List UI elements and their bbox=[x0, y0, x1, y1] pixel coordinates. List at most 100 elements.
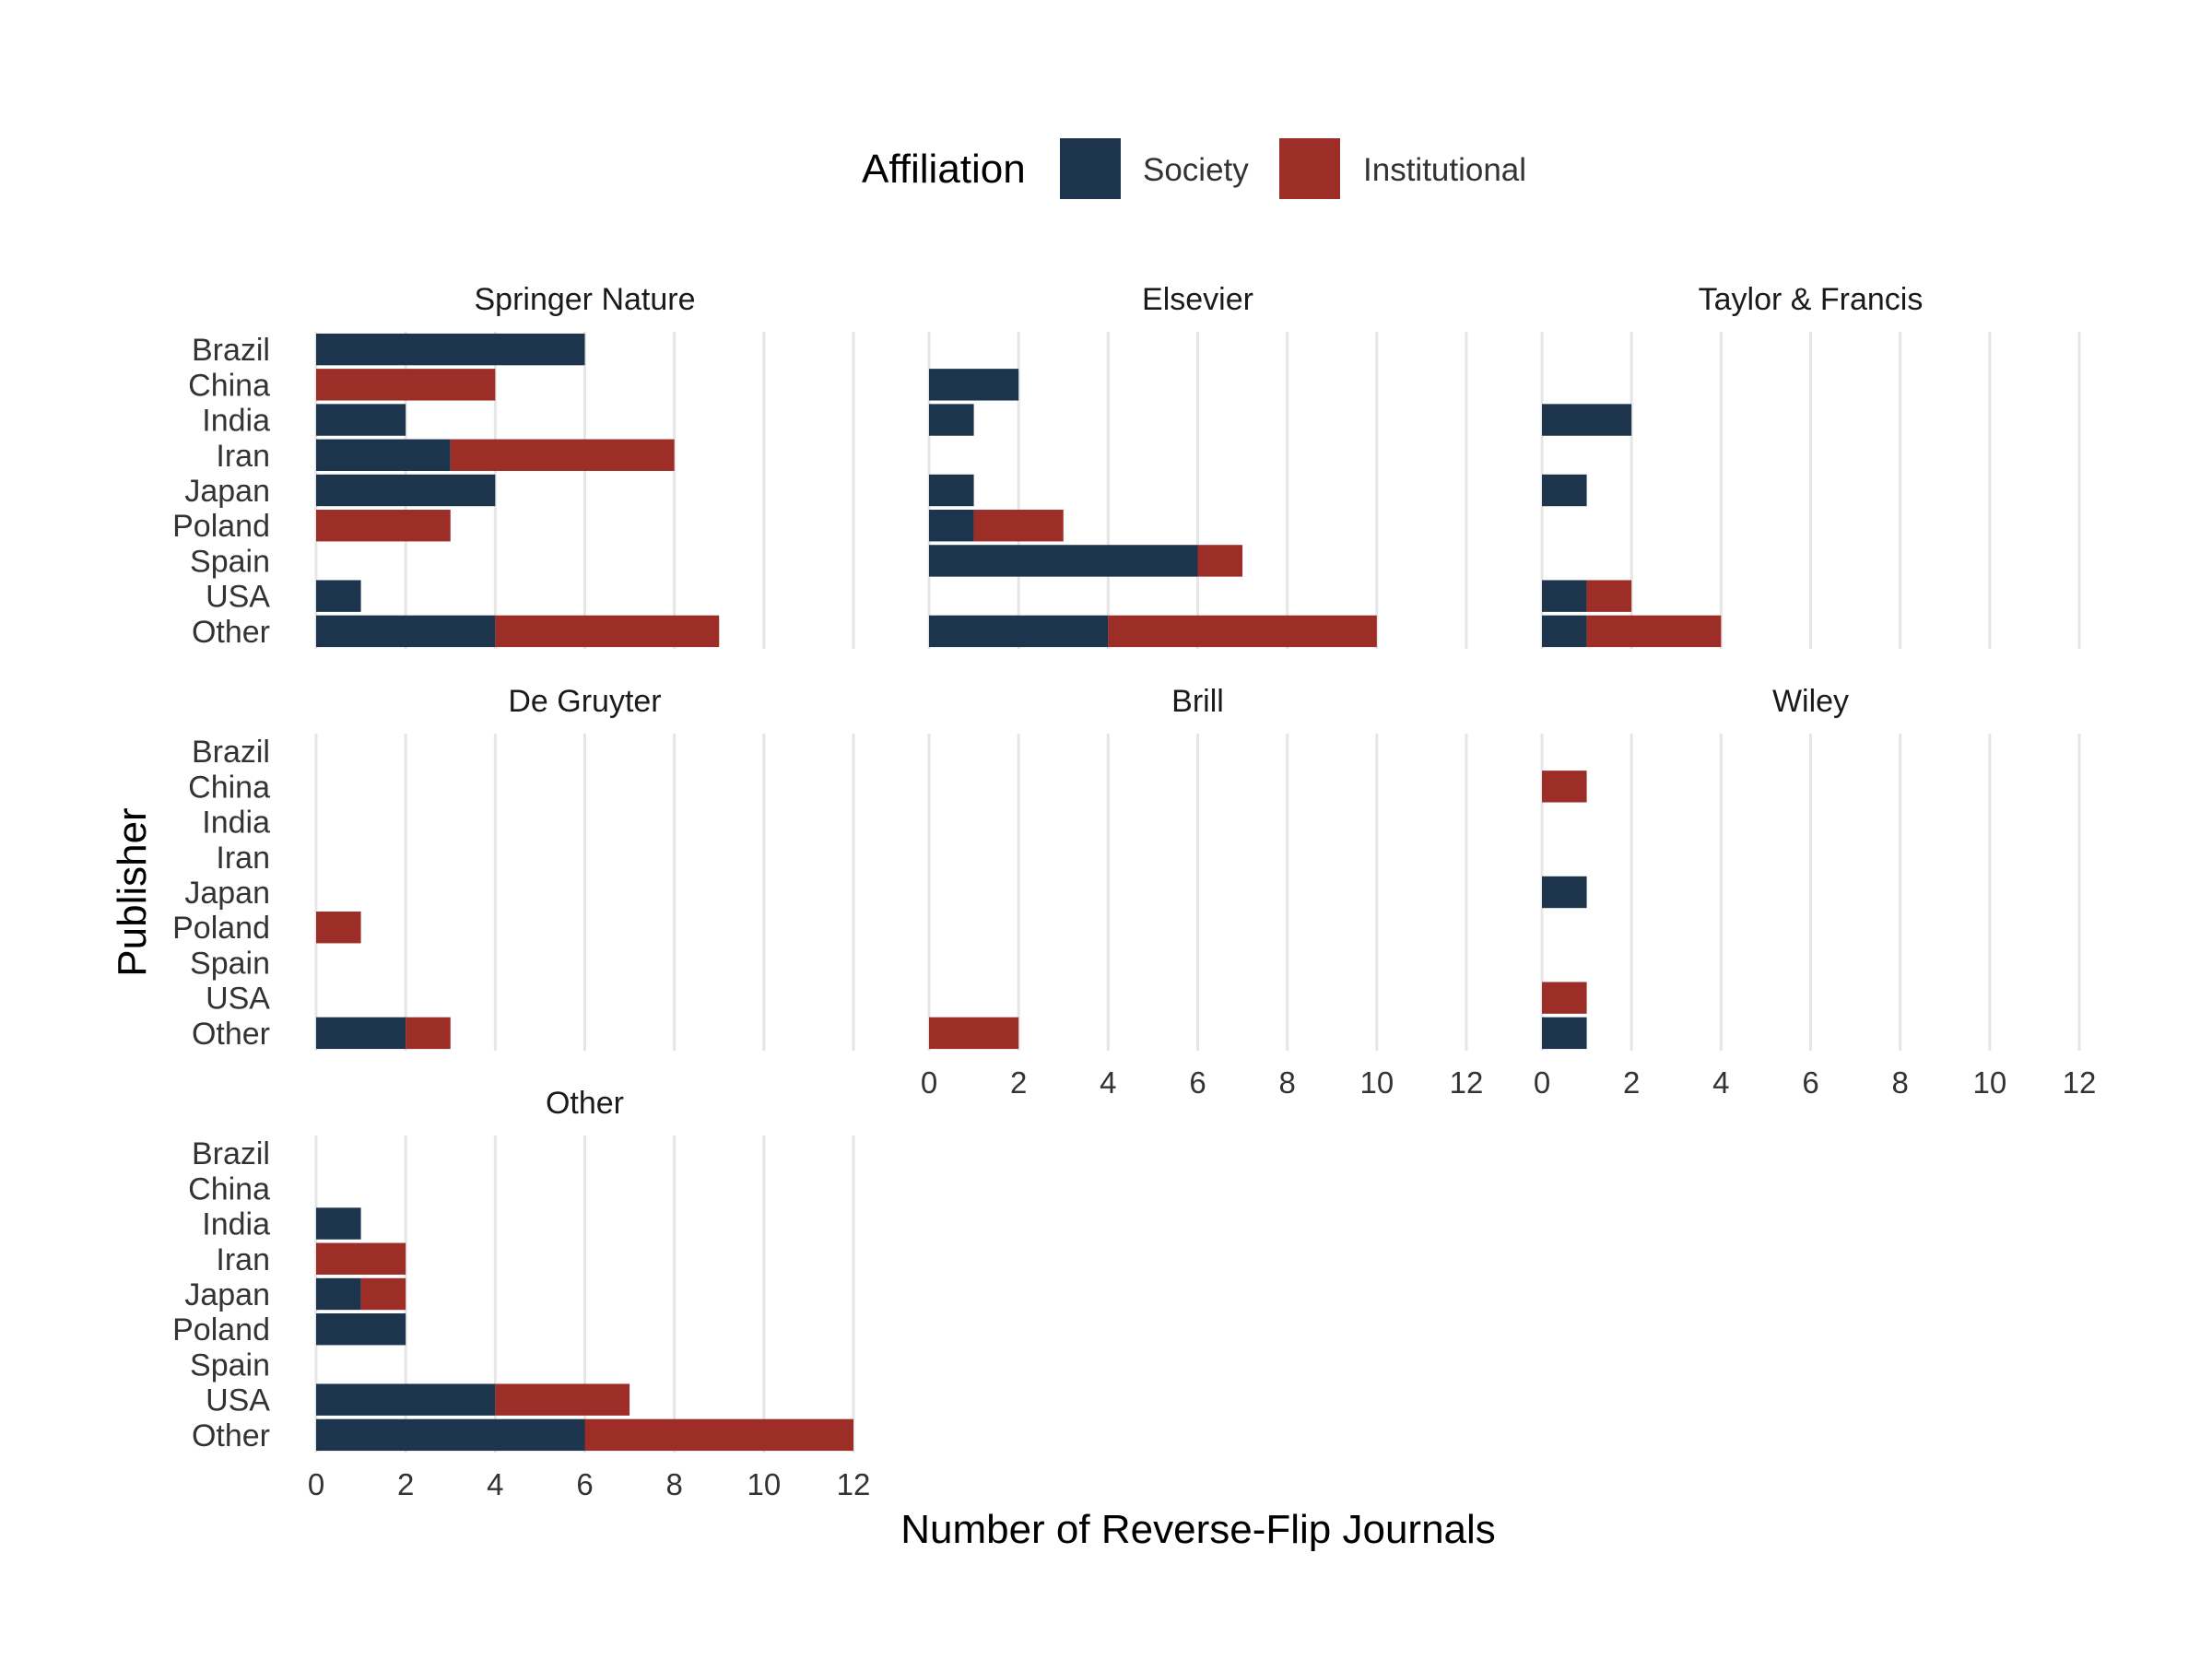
bar-institutional bbox=[1542, 982, 1587, 1014]
bar-society bbox=[1542, 1017, 1587, 1050]
bar-society bbox=[316, 1313, 406, 1346]
x-tick-label: 4 bbox=[1100, 1065, 1116, 1100]
legend-title: Affiliation bbox=[862, 147, 1026, 192]
category-label: Poland bbox=[172, 1312, 270, 1347]
panels: Springer NatureBrazilChinaIndiaIranJapan… bbox=[172, 282, 2096, 1501]
y-axis-title: Publisher bbox=[110, 807, 155, 976]
bar-society bbox=[316, 1017, 406, 1050]
x-tick-label: 0 bbox=[1534, 1065, 1550, 1100]
bar-society bbox=[929, 474, 974, 507]
bar-society bbox=[316, 474, 496, 507]
category-label: Other bbox=[192, 1017, 270, 1052]
x-tick-label: 2 bbox=[397, 1467, 414, 1501]
bar-society bbox=[316, 404, 406, 436]
panel-other: Other BrazilChinaIndiaIranJapanPolandSpai… bbox=[172, 1086, 870, 1501]
x-tick-label: 10 bbox=[747, 1467, 781, 1501]
bar-society bbox=[316, 1277, 361, 1311]
legend-key-society bbox=[1060, 138, 1121, 199]
bar-institutional bbox=[584, 1418, 853, 1452]
bar-institutional bbox=[406, 1017, 451, 1050]
bar-society bbox=[929, 545, 1198, 577]
category-label: Spain bbox=[190, 1347, 270, 1382]
category-label: China bbox=[188, 368, 270, 403]
category-label: China bbox=[188, 770, 270, 805]
panel-taylor-francis: Taylor & Francis bbox=[1540, 282, 2081, 649]
panel-title: Elsevier bbox=[1142, 282, 1253, 317]
panel-de-gruyter: De Gruyter BrazilChinaIndiaIranJapanPolan… bbox=[172, 684, 855, 1052]
legend: Affiliation Society Institutional bbox=[862, 138, 1526, 199]
x-tick-label: 8 bbox=[665, 1467, 682, 1501]
x-tick-label: 8 bbox=[1891, 1065, 1908, 1100]
category-label: USA bbox=[206, 1383, 270, 1418]
bar-society bbox=[1542, 404, 1632, 436]
category-label: USA bbox=[206, 982, 270, 1017]
category-label: Poland bbox=[172, 911, 270, 946]
bar-institutional bbox=[316, 1242, 406, 1275]
category-label: India bbox=[202, 806, 270, 841]
legend-key-institutional bbox=[1279, 138, 1340, 199]
panel-elsevier: Elsevier bbox=[927, 282, 1468, 649]
category-label: Iran bbox=[216, 1242, 270, 1277]
legend-label-institutional: Institutional bbox=[1363, 152, 1526, 188]
x-tick-label: 0 bbox=[921, 1065, 937, 1100]
category-label: Brazil bbox=[192, 1136, 270, 1171]
x-tick-label: 0 bbox=[308, 1467, 324, 1501]
bar-institutional bbox=[495, 615, 720, 648]
panel-title: Taylor & Francis bbox=[1699, 282, 1924, 317]
category-label: Japan bbox=[184, 1277, 270, 1312]
x-tick-label: 12 bbox=[1450, 1065, 1484, 1100]
panel-title: Wiley bbox=[1772, 684, 1849, 719]
x-tick-label: 6 bbox=[1189, 1065, 1206, 1100]
bar-institutional bbox=[1586, 615, 1722, 648]
category-label: Other bbox=[192, 615, 270, 650]
bar-society bbox=[929, 369, 1019, 401]
category-label: Iran bbox=[216, 439, 270, 474]
bar-institutional bbox=[1542, 771, 1587, 803]
panel-wiley: Wiley 0 2 4 6 8 10 12 bbox=[1534, 684, 2097, 1100]
panel-title: Springer Nature bbox=[474, 282, 695, 317]
bar-institutional bbox=[316, 369, 496, 401]
x-tick-label: 6 bbox=[576, 1467, 593, 1501]
bar-society bbox=[316, 439, 451, 471]
x-tick-label: 8 bbox=[1278, 1065, 1295, 1100]
bar-society bbox=[316, 1418, 585, 1452]
bar-institutional bbox=[929, 1017, 1019, 1050]
category-label: Poland bbox=[172, 509, 270, 544]
category-label: Spain bbox=[190, 946, 270, 981]
bar-society bbox=[316, 1207, 361, 1240]
category-label: Spain bbox=[190, 544, 270, 579]
bar-society bbox=[316, 333, 585, 366]
x-axis-title: Number of Reverse-Flip Journals bbox=[900, 1507, 1496, 1552]
category-label: Japan bbox=[184, 474, 270, 509]
x-tick-label: 2 bbox=[1010, 1065, 1027, 1100]
x-tick-label: 2 bbox=[1623, 1065, 1640, 1100]
category-label: USA bbox=[206, 580, 270, 615]
bar-society bbox=[1542, 876, 1587, 909]
legend-label-society: Society bbox=[1143, 152, 1249, 188]
bar-institutional bbox=[1108, 615, 1377, 648]
bar-society bbox=[1542, 615, 1587, 648]
x-tick-label: 4 bbox=[487, 1467, 503, 1501]
bar-institutional bbox=[450, 439, 675, 471]
panel-brill: Brill 0 2 4 6 8 10 12 bbox=[921, 684, 1484, 1100]
bar-institutional bbox=[973, 510, 1064, 542]
bar-institutional bbox=[360, 1277, 406, 1311]
x-tick-label: 10 bbox=[1972, 1065, 2006, 1100]
bar-institutional bbox=[1586, 580, 1632, 612]
panel-title: De Gruyter bbox=[508, 684, 661, 719]
bar-society bbox=[316, 580, 361, 612]
bar-society bbox=[929, 615, 1109, 648]
bar-society bbox=[929, 404, 974, 436]
bar-society bbox=[316, 615, 496, 648]
bar-society bbox=[1542, 474, 1587, 507]
bar-institutional bbox=[1197, 545, 1243, 577]
x-tick-label: 6 bbox=[1802, 1065, 1818, 1100]
category-label: India bbox=[202, 404, 270, 439]
panel-title: Brill bbox=[1171, 684, 1224, 719]
category-label: Other bbox=[192, 1418, 270, 1453]
x-tick-label: 10 bbox=[1359, 1065, 1394, 1100]
panel-springer-nature: Springer Nature BrazilChinaIndiaIranJapan… bbox=[172, 282, 855, 650]
panel-title: Other bbox=[546, 1086, 624, 1121]
